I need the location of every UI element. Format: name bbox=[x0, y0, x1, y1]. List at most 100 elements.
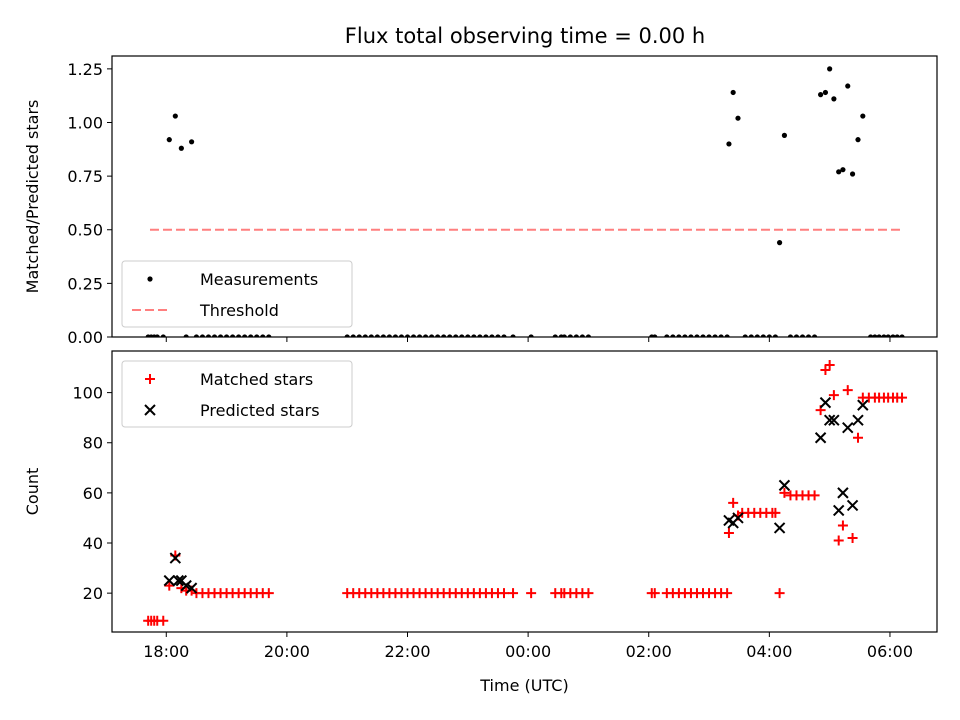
matched-stars-point bbox=[897, 392, 908, 403]
measurements-point bbox=[368, 334, 374, 337]
top-y-axis-label: Matched/Predicted stars bbox=[23, 100, 42, 294]
predicted-stars-point bbox=[852, 414, 864, 426]
measurements-point bbox=[205, 334, 212, 337]
top-y-tick-label: 0.75 bbox=[67, 167, 103, 186]
predicted-stars-point bbox=[846, 499, 859, 512]
measurements-point bbox=[822, 89, 829, 96]
measurements-point bbox=[676, 334, 682, 337]
measurements-point bbox=[712, 334, 718, 337]
measurements-point bbox=[706, 334, 712, 337]
measurements-point bbox=[350, 334, 356, 337]
predicted-stars-point bbox=[819, 396, 832, 409]
matched-stars-point bbox=[583, 588, 594, 599]
measurements-point bbox=[441, 334, 447, 337]
measurements-point bbox=[876, 334, 882, 337]
x-tick-label: 02:00 bbox=[626, 642, 672, 661]
bottom-plot-area bbox=[143, 360, 908, 626]
bottom-legend: Matched stars Predicted stars bbox=[121, 360, 353, 428]
measurements-point bbox=[254, 334, 260, 337]
measurements-point bbox=[836, 169, 842, 175]
measurements-point bbox=[552, 334, 558, 337]
top-legend-box bbox=[121, 260, 353, 328]
top-y-tick-label: 1.25 bbox=[67, 60, 103, 79]
measurements-point bbox=[899, 334, 905, 337]
matched-stars-point bbox=[833, 535, 844, 546]
measurements-point bbox=[477, 334, 483, 337]
predicted-stars-point bbox=[814, 432, 827, 444]
measurements-point bbox=[248, 334, 254, 337]
predicted-stars-point bbox=[185, 582, 198, 594]
measurements-point bbox=[760, 334, 766, 337]
measurements-point bbox=[178, 145, 184, 151]
matched-stars-point bbox=[526, 588, 537, 599]
legend-swatch bbox=[144, 404, 156, 416]
matched-stars-point bbox=[649, 588, 660, 599]
measurements-point bbox=[459, 334, 465, 337]
x-tick-label: 22:00 bbox=[384, 642, 430, 661]
measurements-point bbox=[404, 334, 411, 337]
x-tick-label: 18:00 bbox=[143, 642, 189, 661]
measurements-point bbox=[872, 334, 878, 337]
measurements-point bbox=[398, 334, 405, 337]
measurements-point bbox=[567, 334, 573, 337]
matched-stars-point bbox=[164, 580, 175, 591]
measurements-point bbox=[510, 334, 516, 337]
bottom-y-tick-label: 80 bbox=[83, 434, 103, 453]
matched-stars-point bbox=[723, 527, 734, 538]
measurements-point bbox=[183, 334, 189, 337]
measurements-point bbox=[453, 334, 459, 337]
bottom-y-tick-label: 100 bbox=[72, 384, 103, 403]
measurements-point bbox=[700, 334, 706, 337]
legend-label: Matched stars bbox=[200, 370, 313, 389]
measurements-point bbox=[447, 334, 453, 337]
bottom-y-tick-label: 60 bbox=[83, 484, 103, 503]
x-tick-label: 00:00 bbox=[505, 642, 551, 661]
measurements-point bbox=[573, 334, 579, 337]
top-y-tick-label: 0.25 bbox=[67, 274, 103, 293]
measurements-point bbox=[386, 334, 393, 337]
measurements-point bbox=[266, 334, 272, 337]
bottom-frame bbox=[111, 350, 938, 633]
measurements-point bbox=[189, 139, 195, 145]
predicted-stars-point bbox=[169, 552, 182, 564]
measurements-point bbox=[776, 240, 783, 246]
measurements-point bbox=[344, 334, 350, 337]
top-panel-ratio: 0.00 0.25 0.50 0.75 1.00 1.25 Matched/Predicte… bbox=[23, 55, 938, 347]
measurements-point bbox=[724, 334, 730, 337]
predicted-stars-point bbox=[732, 512, 744, 524]
top-frame bbox=[111, 55, 938, 338]
measurements-point bbox=[748, 334, 754, 337]
measurements-point bbox=[894, 334, 900, 337]
measurements-point bbox=[694, 334, 700, 337]
top-y-tick-label: 0.00 bbox=[67, 328, 103, 347]
measurements-point bbox=[811, 334, 818, 337]
measurements-point bbox=[416, 334, 423, 337]
predicted-stars-point bbox=[773, 522, 786, 534]
measurements-point bbox=[754, 334, 760, 337]
measurements-point bbox=[579, 334, 585, 337]
predicted-stars-point bbox=[857, 399, 869, 411]
measurements-point bbox=[160, 334, 166, 337]
measurements-point bbox=[670, 334, 676, 337]
measurements-point bbox=[356, 334, 362, 337]
top-y-tick-label: 1.00 bbox=[67, 113, 103, 132]
measurements-point bbox=[471, 334, 477, 337]
measurements-point bbox=[805, 334, 812, 337]
legend-label: Threshold bbox=[199, 301, 279, 320]
measurements-point bbox=[217, 334, 224, 337]
top-plot-area bbox=[145, 66, 905, 337]
predicted-stars-point bbox=[832, 504, 845, 517]
measurements-point bbox=[561, 334, 567, 337]
legend-swatch bbox=[147, 276, 153, 282]
measurements-point bbox=[799, 334, 806, 337]
matched-stars-point bbox=[263, 588, 274, 599]
measurements-point bbox=[845, 83, 851, 89]
measurements-point bbox=[855, 137, 861, 143]
measurements-point bbox=[483, 334, 489, 337]
matched-stars-point bbox=[774, 588, 785, 599]
legend-swatch bbox=[145, 374, 155, 384]
measurements-point bbox=[410, 334, 417, 337]
measurements-point bbox=[230, 334, 236, 337]
measurements-point bbox=[772, 334, 778, 337]
top-y-tick-label: 0.50 bbox=[67, 221, 103, 240]
